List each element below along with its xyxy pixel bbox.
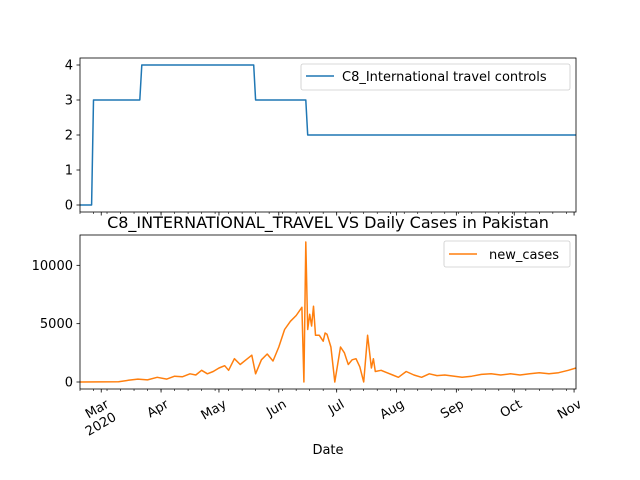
- series-line-0-0: [80, 64, 576, 206]
- y-tick-label-0-2: 2: [65, 129, 73, 144]
- x-tick-label-4: Jul: [325, 397, 347, 418]
- x-tick-label-2: May: [199, 397, 230, 424]
- bottom-legend: new_cases: [443, 240, 571, 268]
- x-tick-label-6: Sep: [438, 397, 467, 422]
- bottom-legend-label: new_cases: [489, 248, 559, 263]
- x-tick-label-8: Nov: [555, 397, 585, 423]
- x-tick-label-5: Aug: [378, 397, 407, 423]
- y-tick-label-1-1: 5000: [40, 317, 73, 332]
- bottom-y-axis: 0 5000 10000: [32, 259, 80, 391]
- y-tick-label-0-1: 1: [65, 164, 73, 179]
- bottom-x-axis: Mar2020 Apr May Jun Jul Aug Sep Oct Nov: [76, 389, 585, 440]
- y-tick-label-1-2: 10000: [32, 259, 73, 274]
- top-legend-box: [300, 63, 571, 91]
- x-axis-label: Date: [312, 443, 343, 458]
- bottom-legend-box: [443, 240, 571, 268]
- y-tick-label-0-3: 3: [65, 94, 73, 109]
- top-y-axis: 0 1 2 3 4: [65, 59, 80, 214]
- y-tick-label-0-0: 0: [65, 199, 73, 214]
- y-tick-label-0-4: 4: [65, 59, 73, 74]
- x-tick-label-1: Apr: [145, 397, 173, 422]
- top-legend-label: C8_International travel controls: [342, 70, 547, 85]
- bottom-subplot: C8_INTERNATIONAL_TRAVEL VS Daily Cases i…: [32, 213, 585, 458]
- top-legend: C8_International travel controls: [300, 63, 571, 91]
- chart-title: C8_INTERNATIONAL_TRAVEL VS Daily Cases i…: [107, 213, 549, 233]
- x-tick-label-3: Jun: [263, 397, 289, 421]
- top-plot-lines: [80, 64, 576, 206]
- bottom-axes-frame: [79, 234, 577, 390]
- top-x-axis-ticks: [79, 212, 575, 216]
- top-subplot: 0 1 2 3 4 C8_International travel controls: [65, 57, 577, 216]
- x-tick-label-7: Oct: [498, 397, 525, 421]
- bottom-plot-lines: [79, 241, 577, 383]
- x-tick-label-0: Mar2020: [76, 397, 120, 440]
- y-tick-label-1-0: 0: [65, 376, 73, 391]
- series-line-1-0: [79, 241, 577, 383]
